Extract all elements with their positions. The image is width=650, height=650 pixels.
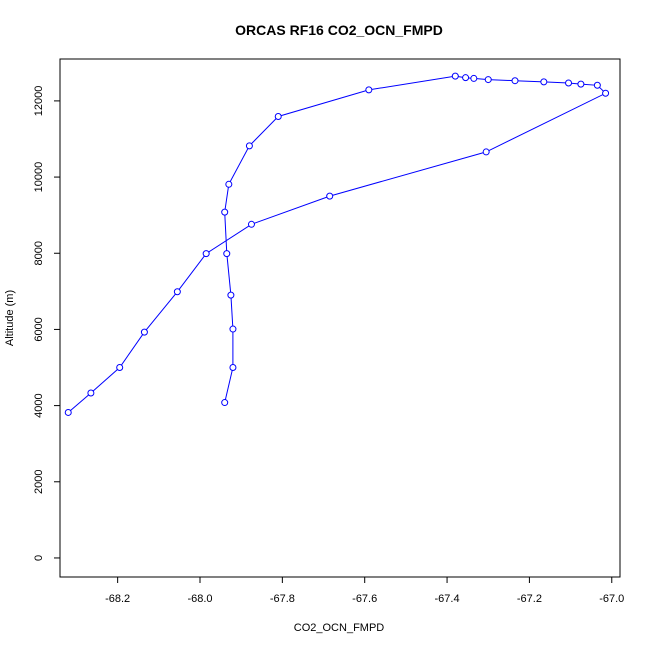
x-tick-label: -67.4 [435, 593, 460, 605]
chart-title: ORCAS RF16 CO2_OCN_FMPD [235, 22, 443, 38]
data-point [326, 192, 334, 200]
data-point [229, 325, 237, 333]
y-tick-label: 10000 [33, 162, 45, 193]
y-tick-label: 4000 [33, 393, 45, 417]
data-point [565, 79, 573, 87]
data-point [116, 364, 124, 372]
data-point [462, 74, 470, 82]
x-tick-label: -68.0 [187, 593, 212, 605]
data-point [140, 328, 148, 336]
data-point [245, 142, 253, 150]
x-tick-label: -68.2 [105, 593, 130, 605]
data-point [221, 208, 229, 216]
y-tick-label: 2000 [33, 470, 45, 494]
data-point [451, 72, 459, 80]
y-tick-label: 12000 [33, 86, 45, 117]
data-point [274, 113, 282, 121]
x-tick-label: -67.0 [599, 593, 624, 605]
plot-frame [59, 58, 621, 578]
data-point [511, 77, 519, 85]
data-point [202, 250, 210, 258]
data-point [225, 180, 233, 188]
data-point [484, 76, 492, 84]
data-point [227, 291, 235, 299]
x-axis-label: CO2_OCN_FMPD [294, 622, 385, 634]
x-tick-label: -67.6 [352, 593, 377, 605]
data-point [173, 288, 181, 296]
data-point [247, 220, 255, 228]
x-axis: -68.2 -68.0 -67.8 -67.6 -67.4 -67.2 -67.0 [105, 577, 624, 605]
y-tick-label: 0 [33, 555, 45, 561]
data-point [221, 399, 229, 407]
series-group [64, 72, 610, 416]
data-point [229, 364, 237, 372]
x-tick-label: -67.8 [270, 593, 295, 605]
data-point [470, 74, 478, 82]
data-point [223, 250, 231, 258]
data-point [64, 408, 72, 416]
data-point [365, 86, 373, 94]
data-point [87, 389, 95, 397]
y-tick-label: 6000 [33, 317, 45, 341]
data-point [577, 80, 585, 88]
data-point [540, 78, 548, 86]
data-point [593, 81, 601, 89]
y-axis-label: Altitude (m) [4, 290, 16, 346]
data-point [482, 148, 490, 156]
y-axis: 0 2000 4000 6000 8000 10000 12000 [33, 86, 60, 561]
x-tick-label: -67.2 [517, 593, 542, 605]
y-tick-label: 8000 [33, 241, 45, 265]
data-point [602, 89, 610, 97]
